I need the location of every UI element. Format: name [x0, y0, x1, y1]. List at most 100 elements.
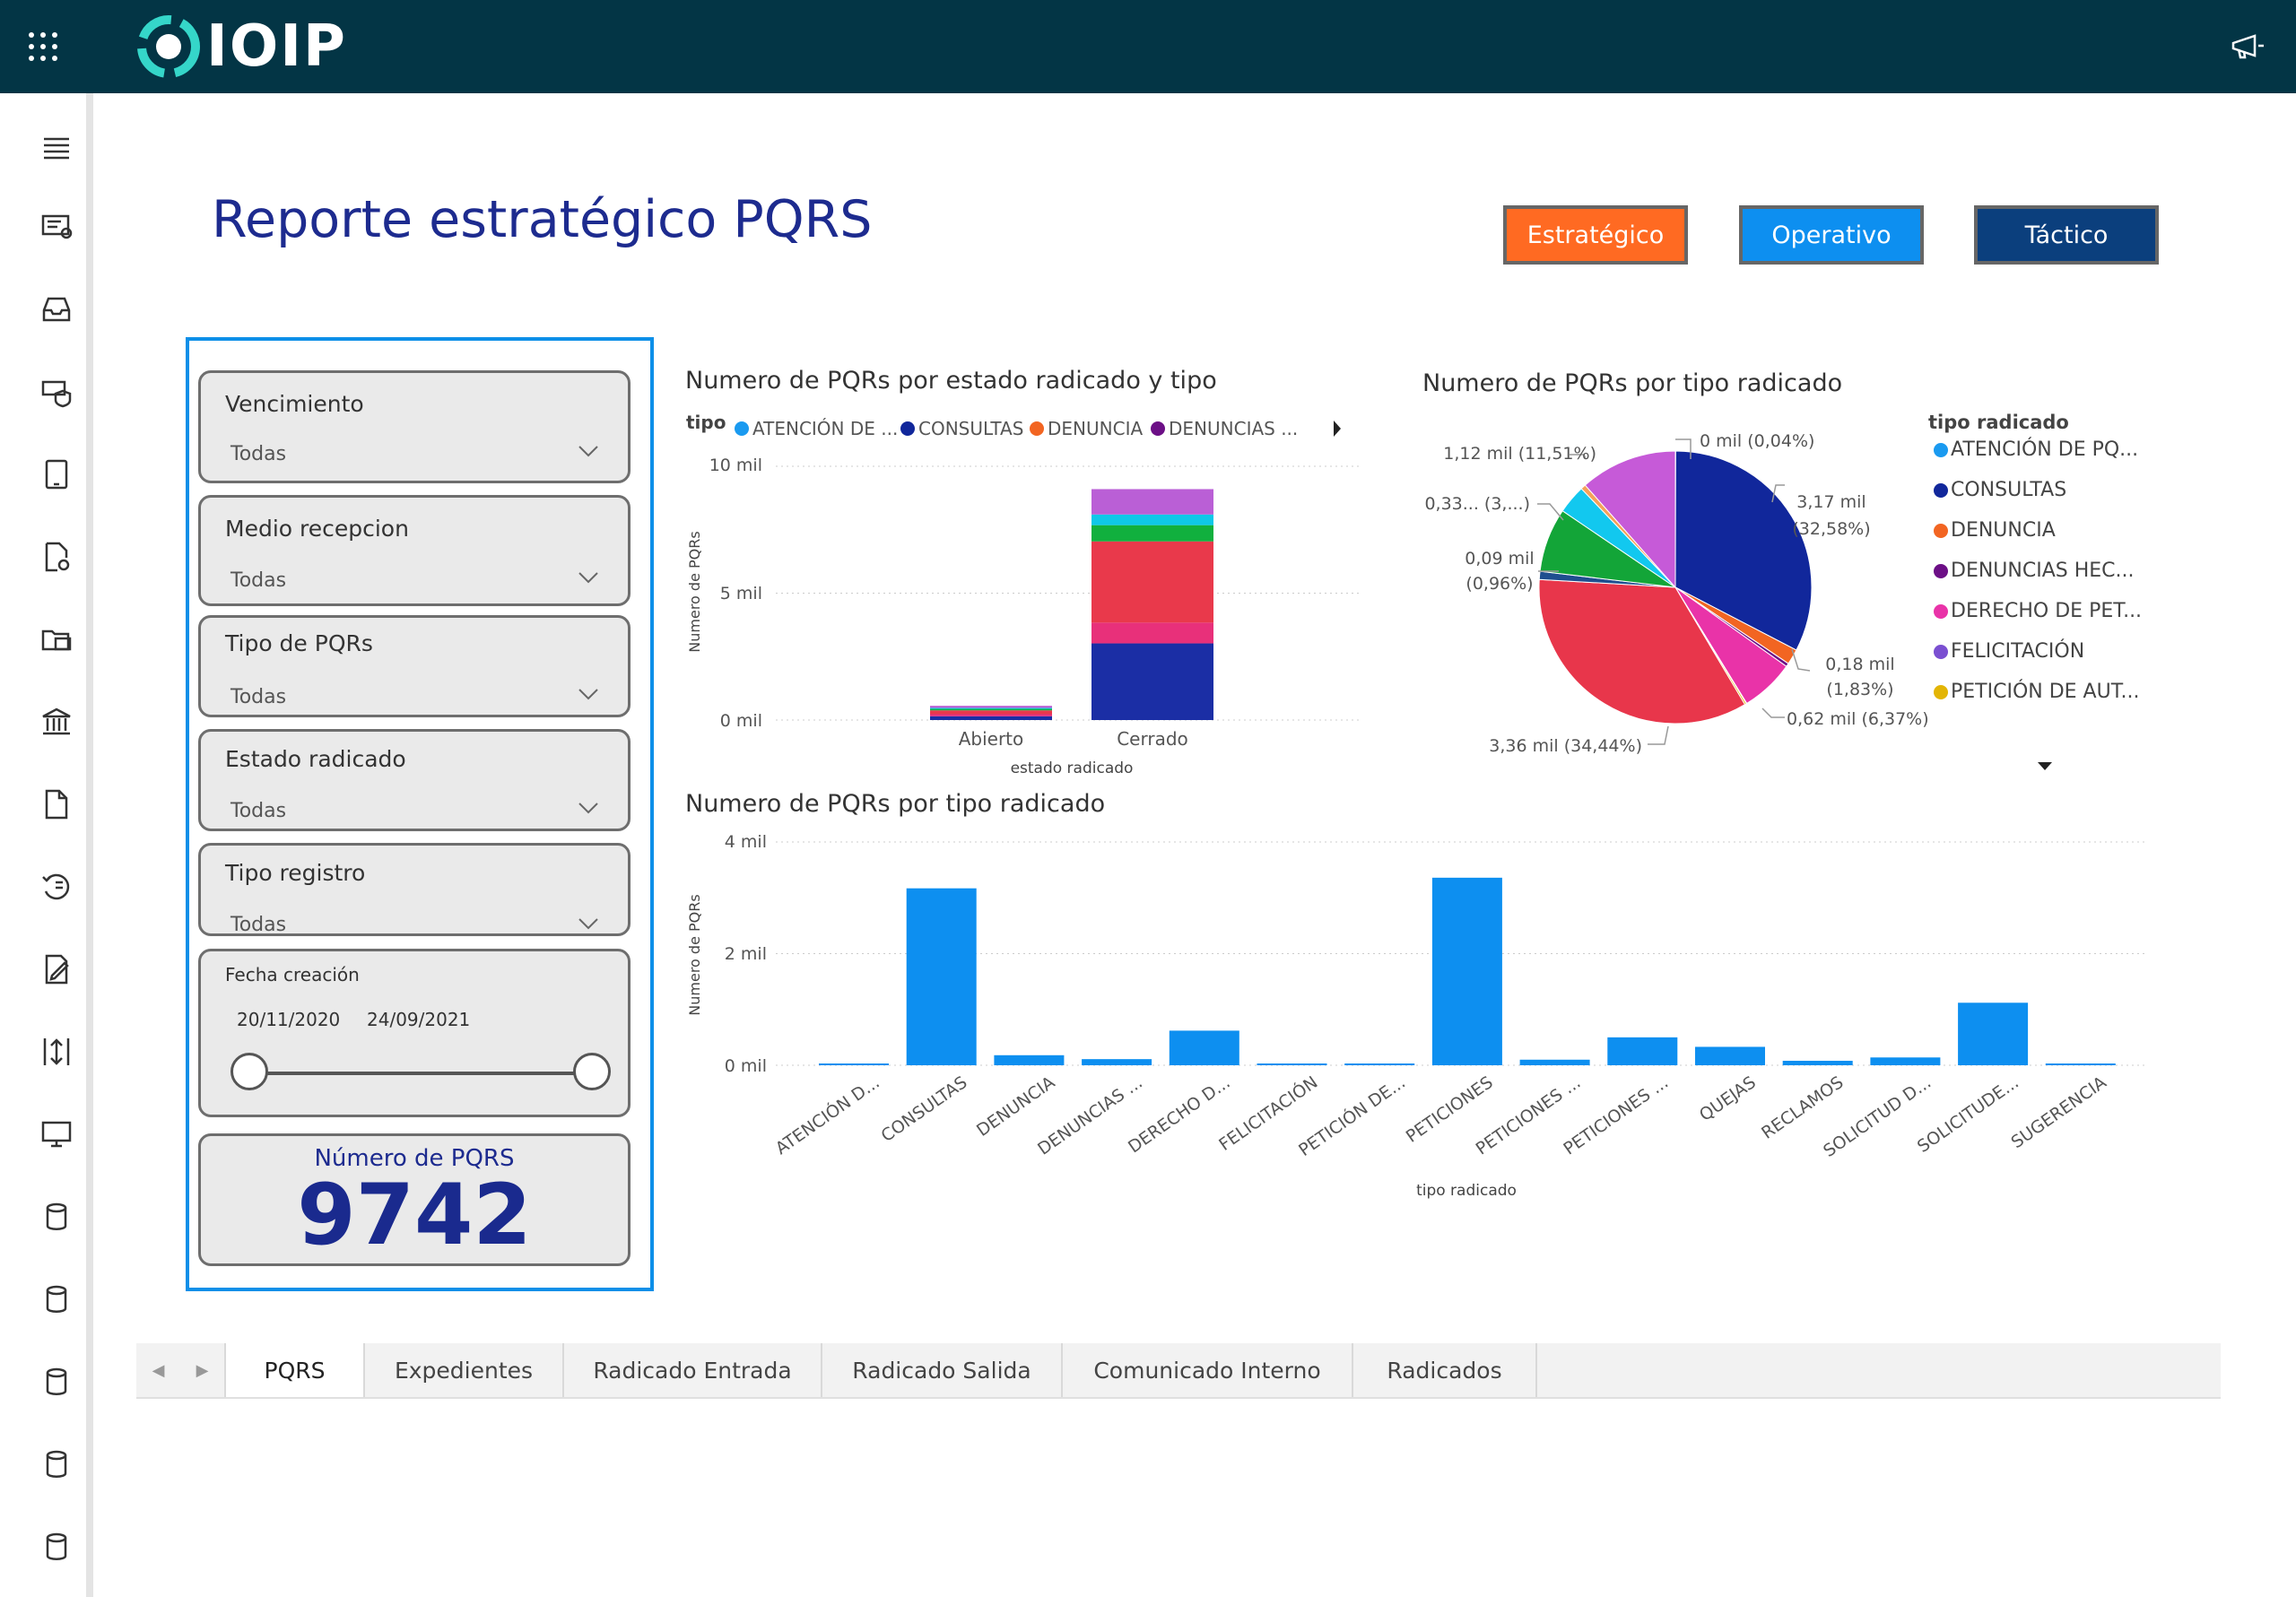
bar[interactable] — [1431, 877, 1502, 1065]
bar[interactable] — [1782, 1061, 1853, 1065]
legend-item[interactable]: ATENCIÓN DE ... — [735, 418, 898, 439]
tab-radicado-entrada[interactable]: Radicado Entrada — [564, 1343, 822, 1397]
bar[interactable] — [1607, 1037, 1678, 1065]
vencimiento-slicer[interactable]: Vencimiento Todas — [198, 370, 631, 483]
monitor-icon[interactable] — [39, 1117, 74, 1151]
bar[interactable] — [1257, 1063, 1327, 1065]
legend-item[interactable]: ATENCIÓN DE PQ... — [1934, 438, 2138, 461]
tipo-registro-slicer[interactable]: Tipo registro Todas — [198, 843, 631, 936]
legend-item[interactable]: FELICITACIÓN — [1934, 639, 2084, 663]
legend-item[interactable]: DENUNCIAS ... — [1151, 418, 1298, 439]
legend-item[interactable]: DENUNCIA — [1030, 418, 1143, 439]
history-icon[interactable] — [39, 870, 74, 904]
kpi-label: Número de PQRS — [314, 1145, 515, 1172]
legend-item[interactable]: PETICIÓN DE AUT... — [1934, 680, 2140, 703]
announcement-icon[interactable] — [2230, 32, 2266, 61]
tablet-icon[interactable] — [39, 457, 74, 491]
legend-item[interactable]: CONSULTAS — [900, 418, 1023, 439]
bar[interactable] — [1958, 1002, 2029, 1065]
tab-radicado-salida[interactable]: Radicado Salida — [822, 1343, 1063, 1397]
chevron-down-icon[interactable] — [578, 917, 599, 930]
bar-segment[interactable] — [1091, 525, 1213, 542]
bar-segment[interactable] — [1091, 643, 1213, 720]
tactico-button[interactable]: Táctico — [1974, 205, 2159, 265]
pie-label: (0,96%) — [1465, 574, 1533, 594]
bank-icon[interactable] — [39, 705, 74, 739]
chevron-down-icon[interactable] — [578, 802, 599, 814]
chevron-down-icon[interactable] — [578, 688, 599, 700]
document-settings-icon[interactable] — [39, 540, 74, 574]
tab-pqrs[interactable]: PQRS — [226, 1343, 365, 1397]
bar[interactable] — [2045, 1063, 2116, 1065]
tab-radicados[interactable]: Radicados — [1353, 1343, 1537, 1397]
menu-icon[interactable] — [39, 131, 74, 165]
legend-marker — [1030, 421, 1044, 436]
bar-segment[interactable] — [1091, 489, 1213, 515]
bar-segment[interactable] — [930, 714, 1052, 716]
app-logo[interactable]: IOIP — [136, 13, 347, 81]
tab-comunicado-interno[interactable]: Comunicado Interno — [1063, 1343, 1353, 1397]
legend-item[interactable]: CONSULTAS — [1934, 479, 2066, 501]
bar-segment[interactable] — [930, 706, 1052, 708]
legend-item[interactable]: DENUNCIA — [1934, 519, 2056, 542]
bar[interactable] — [1082, 1059, 1152, 1065]
legend-marker — [1934, 524, 1948, 538]
pie-slice[interactable] — [1674, 450, 1813, 651]
database-icon[interactable] — [39, 1530, 74, 1564]
end-date-handle[interactable] — [573, 1053, 611, 1090]
folder-image-icon[interactable] — [39, 622, 74, 656]
chevron-down-icon[interactable] — [578, 571, 599, 584]
start-date[interactable]: 20/11/2020 — [237, 1009, 341, 1030]
bar-segment[interactable] — [930, 708, 1052, 711]
legend-scroll-down-icon[interactable] — [2038, 762, 2052, 770]
chevron-left-icon[interactable]: ◀ — [152, 1360, 165, 1379]
bar-segment[interactable] — [930, 710, 1052, 715]
tab-expedientes[interactable]: Expedientes — [365, 1343, 564, 1397]
tipo-pqrs-slicer[interactable]: Tipo de PQRs Todas — [198, 615, 631, 717]
legend-item[interactable]: DERECHO DE PET... — [1934, 600, 2142, 622]
legend-title: tipo — [686, 412, 726, 433]
bar-segment[interactable] — [930, 716, 1052, 720]
operativo-button[interactable]: Operativo — [1739, 205, 1924, 265]
bar[interactable] — [1870, 1057, 1941, 1065]
resize-icon[interactable] — [39, 1035, 74, 1069]
bar[interactable] — [819, 1063, 889, 1065]
database-icon[interactable] — [39, 1282, 74, 1316]
database-icon[interactable] — [39, 1200, 74, 1234]
bar-segment[interactable] — [1091, 622, 1213, 644]
bar[interactable] — [1519, 1059, 1590, 1065]
medio-recepcion-slicer[interactable]: Medio recepcion Todas — [198, 495, 631, 606]
inbox-icon[interactable] — [39, 292, 74, 326]
estado-radicado-slicer[interactable]: Estado radicado Todas — [198, 729, 631, 831]
pie-slice[interactable] — [1584, 450, 1676, 589]
database-icon[interactable] — [39, 1365, 74, 1399]
chevron-down-icon[interactable] — [578, 445, 599, 457]
pie-slice[interactable] — [1538, 578, 1746, 725]
bar[interactable] — [1695, 1046, 1765, 1065]
bar[interactable] — [906, 888, 977, 1065]
bar[interactable] — [994, 1055, 1065, 1065]
bar-segment[interactable] — [1091, 514, 1213, 525]
estrategico-button[interactable]: Estratégico — [1503, 205, 1688, 265]
app-launcher-icon[interactable] — [29, 32, 59, 63]
shield-icon[interactable] — [39, 375, 74, 409]
database-icon[interactable] — [39, 1447, 74, 1481]
x-tick-label: Abierto — [959, 728, 1024, 750]
legend-next-icon[interactable] — [1334, 421, 1341, 437]
start-date-handle[interactable] — [230, 1053, 268, 1090]
date-slider-track[interactable] — [251, 1072, 592, 1075]
pie-label: (32,58%) — [1792, 519, 1870, 539]
legend-label: DENUNCIAS HEC... — [1951, 560, 2135, 582]
legend-item[interactable]: DENUNCIAS HEC... — [1934, 560, 2135, 582]
edit-document-icon[interactable] — [39, 952, 74, 986]
dashboard-icon[interactable] — [39, 210, 74, 244]
bar[interactable] — [1169, 1030, 1239, 1065]
bar-segment[interactable] — [1091, 541, 1213, 623]
chevron-right-icon[interactable]: ▶ — [196, 1360, 209, 1379]
legend-title: tipo radicado — [1928, 412, 2069, 433]
document-copy-icon[interactable] — [39, 787, 74, 821]
end-date[interactable]: 24/09/2021 — [367, 1009, 471, 1030]
bar-segment[interactable] — [930, 707, 1052, 709]
legend-label: DERECHO DE PET... — [1951, 600, 2142, 622]
bar[interactable] — [1344, 1063, 1415, 1065]
